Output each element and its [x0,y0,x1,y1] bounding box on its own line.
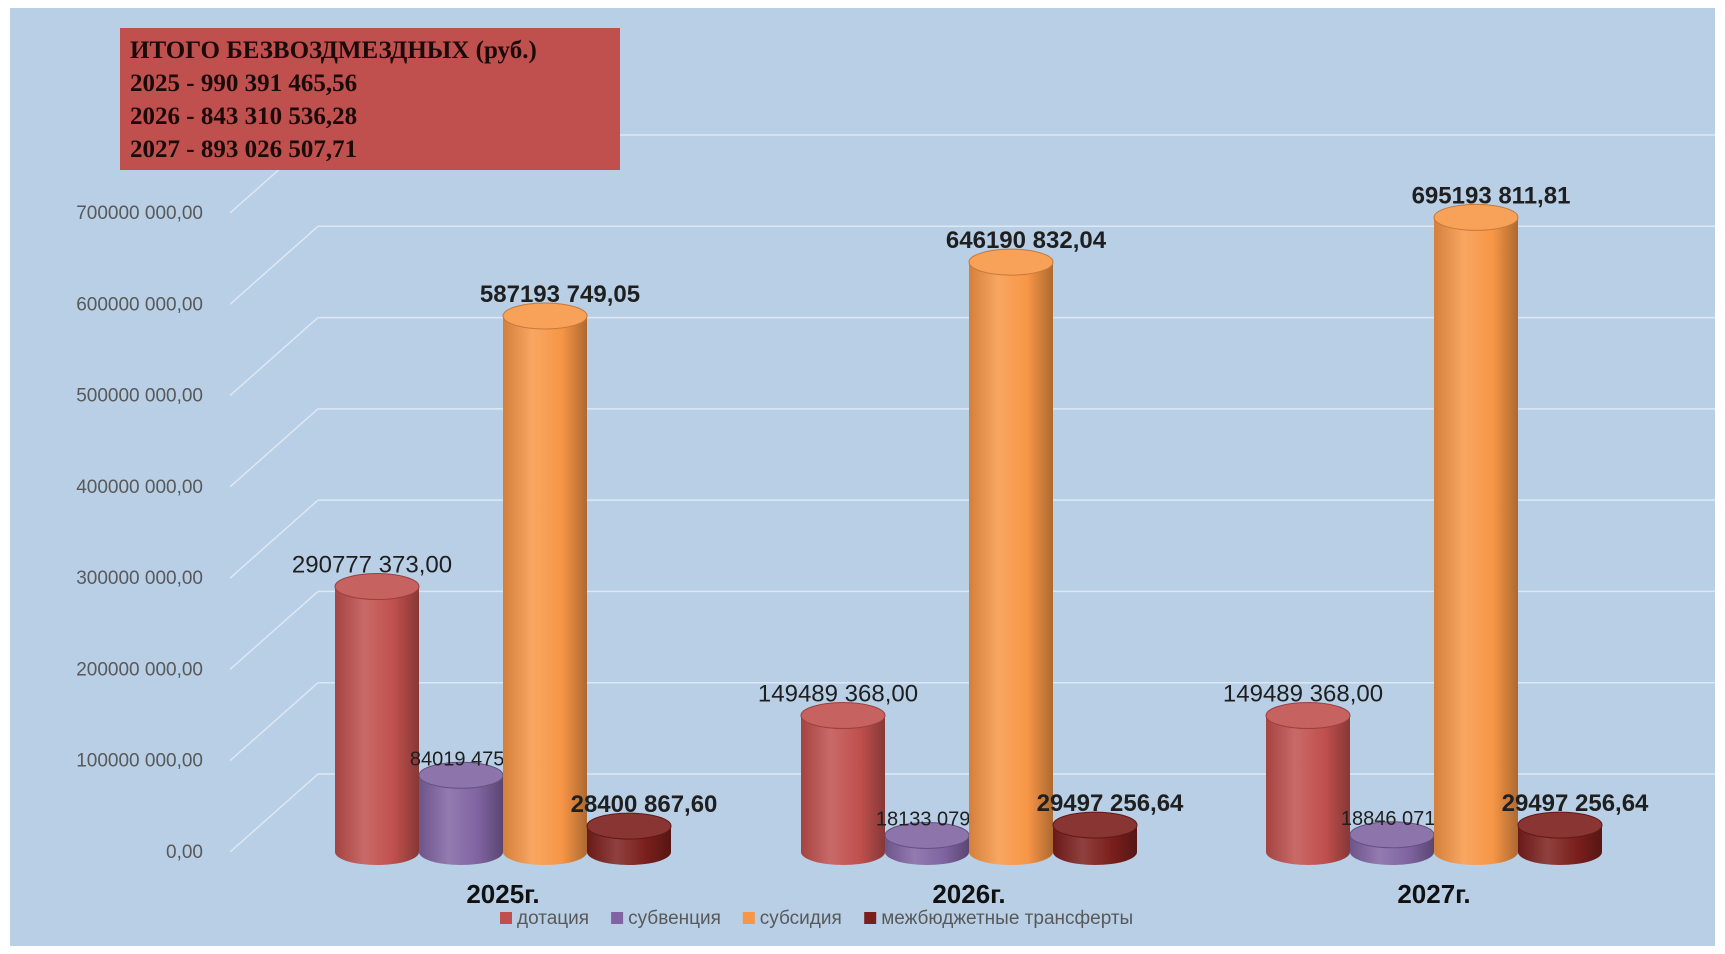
gridline-diagonal [229,317,319,397]
legend-swatch [742,912,755,924]
gridline-diagonal [229,225,319,305]
data-label: 290777 373,00 [292,552,452,579]
bar-дотация-2 [1266,715,1350,865]
gridline-diagonal [229,499,319,579]
x-category-label: 2026г. [932,879,1005,909]
bar-субсидия-1 [969,262,1053,865]
data-label: 149489 368,00 [758,681,918,708]
data-label: 84019 475,91 [410,748,532,770]
bar-top [968,248,1054,276]
x-category-label: 2025г. [466,879,539,909]
bar-дотация-1 [801,715,885,865]
y-tick-label: 600000 000,00 [76,294,203,315]
legend-swatch [864,912,877,924]
y-tick-label: 400000 000,00 [76,477,203,498]
y-tick-label: 100000 000,00 [76,751,203,772]
y-tick-label: 700000 000,00 [76,203,203,224]
bar-top [586,812,672,840]
bar-субвенция-0 [419,775,503,865]
legend-label: субвенция [628,908,721,929]
totals-title: ИТОГО БЕЗВОЗДМЕЗДНЫХ (руб.) [130,37,537,64]
totals-line-2027: 2027 - 893 026 507,71 [130,136,358,163]
legend-label: субсидия [760,908,842,929]
gridline-diagonal [229,682,319,762]
totals-box: ИТОГО БЕЗВОЗДМЕЗДНЫХ (руб.) 2025 - 990 3… [120,28,620,170]
totals-line-2026: 2026 - 843 310 536,28 [130,103,358,130]
bar-top [1517,811,1603,839]
bar-top [800,702,886,730]
legend-label: дотация [517,908,589,929]
data-label: 29497 256,64 [1037,790,1184,817]
legend-swatch [611,912,624,924]
totals-line-2025: 2025 - 990 391 465,56 [130,70,358,97]
y-tick-label: 200000 000,00 [76,659,203,680]
bar-top [502,302,588,330]
y-tick-label: 300000 000,00 [76,568,203,589]
gridline-diagonal [229,590,319,670]
legend-label: межбюджетные трансферты [881,908,1133,929]
bar-top [334,573,420,601]
bar-top [1433,203,1519,231]
bar-субсидия-2 [1434,217,1518,866]
x-category-label: 2027г. [1397,879,1470,909]
data-label: 29497 256,64 [1502,790,1649,817]
data-label: 587193 749,05 [480,281,640,308]
bar-дотация-0 [335,586,419,865]
bar-top [1052,811,1138,839]
bar-субсидия-0 [503,315,587,866]
data-label: 18133 079,60 [876,808,998,830]
legend-swatch [500,912,512,924]
bar-top [1265,702,1351,730]
gridline-diagonal [229,773,319,853]
y-tick-label: 500000 000,00 [76,386,203,407]
data-label: 18846 071,26 [1341,808,1463,830]
data-label: 149489 368,00 [1223,681,1383,708]
data-label: 28400 867,60 [571,791,718,818]
data-label: 695193 811,81 [1412,182,1571,209]
gridline-diagonal [229,408,319,488]
data-label: 646190 832,04 [946,227,1107,254]
y-tick-label: 0,00 [166,842,203,863]
